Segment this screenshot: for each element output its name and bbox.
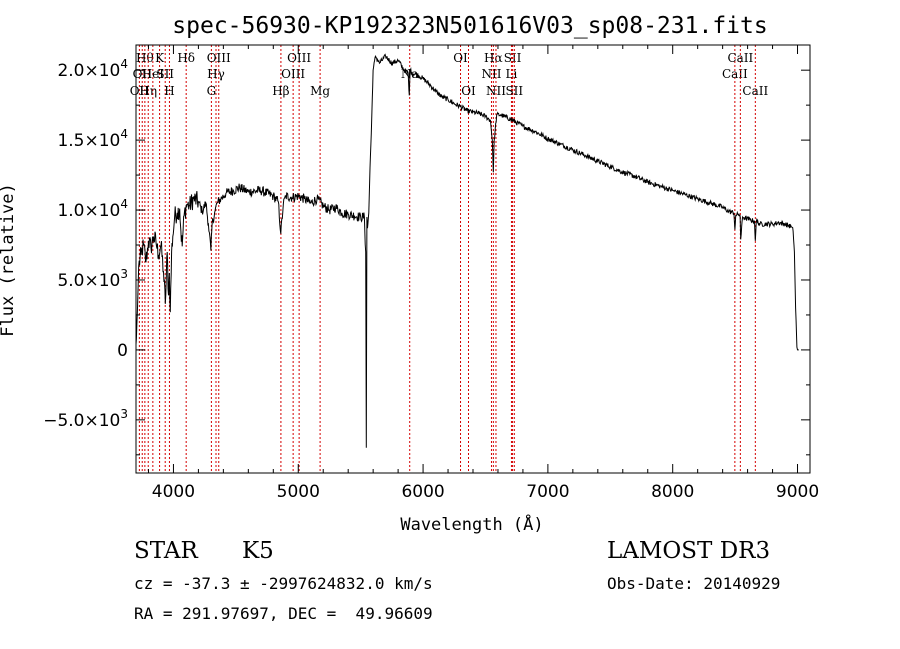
x-axis-ticks: 4000 5000 6000 7000 8000 9000 <box>147 45 819 502</box>
y-tick-exponent: 3 <box>120 407 128 421</box>
object-class: STAR <box>134 538 198 564</box>
x-tick-label: 5000 <box>277 482 320 502</box>
spectral-line-label: SII <box>505 84 523 98</box>
y-tick-mantissa: 1.0×10 <box>57 201 120 221</box>
spectral-line-label: NII <box>486 84 506 98</box>
x-axis-label: Wavelength (Å) <box>400 513 543 535</box>
y-tick-mantissa: 0 <box>117 341 128 361</box>
y-tick-exponent: 4 <box>120 57 128 71</box>
spectral-line-label: Hθ <box>136 51 154 65</box>
y-tick-mantissa: −5.0×10 <box>43 411 120 431</box>
spectral-line-label: OI <box>461 84 476 98</box>
x-tick-label: 9000 <box>776 482 819 502</box>
spectrum-chart: spec-56930-KP192323N501616V03_sp08-231.f… <box>0 13 819 535</box>
spectral-line-label: Li <box>506 67 518 81</box>
observation-date: Obs-Date: 20140929 <box>607 574 781 593</box>
spectral-line-label: OIII <box>287 51 311 65</box>
spectral-line-label: NII <box>481 67 501 81</box>
y-tick-label: 0 <box>117 341 128 361</box>
spectral-line-label: CaII <box>727 51 753 65</box>
spectral-line-label: G <box>207 84 217 98</box>
y-tick-label: 2.0×104 <box>57 57 128 81</box>
x-tick-label: 4000 <box>152 482 195 502</box>
spectral-line-label: Hη <box>139 84 157 98</box>
spectral-line-label: CaII <box>742 84 768 98</box>
spectral-line-label: Hγ <box>207 67 225 81</box>
y-tick-label: 1.0×104 <box>57 197 128 221</box>
x-tick-label: 8000 <box>651 482 694 502</box>
y-tick-exponent: 3 <box>120 267 128 281</box>
y-tick-exponent: 4 <box>120 197 128 211</box>
spectral-line-label: H <box>164 84 174 98</box>
spectral-line-label: OIII <box>207 51 231 65</box>
y-tick-label: −5.0×103 <box>43 407 128 431</box>
y-tick-label: 1.5×104 <box>57 127 128 151</box>
plot-frame <box>135 44 811 474</box>
spectral-line-label: Hα <box>484 51 503 65</box>
y-tick-exponent: 4 <box>120 127 128 141</box>
spectral-line-label: SII <box>156 67 174 81</box>
x-tick-label: 6000 <box>401 482 444 502</box>
spectrum-series <box>135 53 799 448</box>
chart-title: spec-56930-KP192323N501616V03_sp08-231.f… <box>172 13 767 39</box>
y-tick-mantissa: 5.0×10 <box>57 271 120 291</box>
object-subclass: K5 <box>242 538 274 564</box>
spectral-line-label: HeI <box>142 67 165 81</box>
y-tick-mantissa: 2.0×10 <box>57 61 120 81</box>
spectral-line-label: K <box>155 51 165 65</box>
survey-name: LAMOST DR3 <box>607 538 771 564</box>
y-tick-label: 5.0×103 <box>57 267 128 291</box>
spectrum-line <box>135 53 799 448</box>
spectral-line-label: Hβ <box>272 84 289 98</box>
coordinates-info: RA = 291.97697, DEC = 49.96609 <box>134 604 433 623</box>
x-tick-label: 7000 <box>526 482 569 502</box>
y-tick-mantissa: 1.5×10 <box>57 131 120 151</box>
spectral-line-label: Hδ <box>177 51 195 65</box>
spectral-line-label: OIII <box>281 67 305 81</box>
y-axis-label: Flux (relative) <box>0 183 18 337</box>
spectral-line-label: CaII <box>722 67 748 81</box>
spectral-line-markers: OIIOIIHθHηHeIKSIIHHδGHγOIIIHβOIIIOIIIMgN… <box>130 45 768 473</box>
spectral-line-label: SII <box>504 51 522 65</box>
spectral-line-label: OI <box>453 51 468 65</box>
redshift-info: cz = -37.3 ± -2997624832.0 km/s <box>134 574 433 593</box>
spectral-line-label: Mg <box>310 84 330 98</box>
